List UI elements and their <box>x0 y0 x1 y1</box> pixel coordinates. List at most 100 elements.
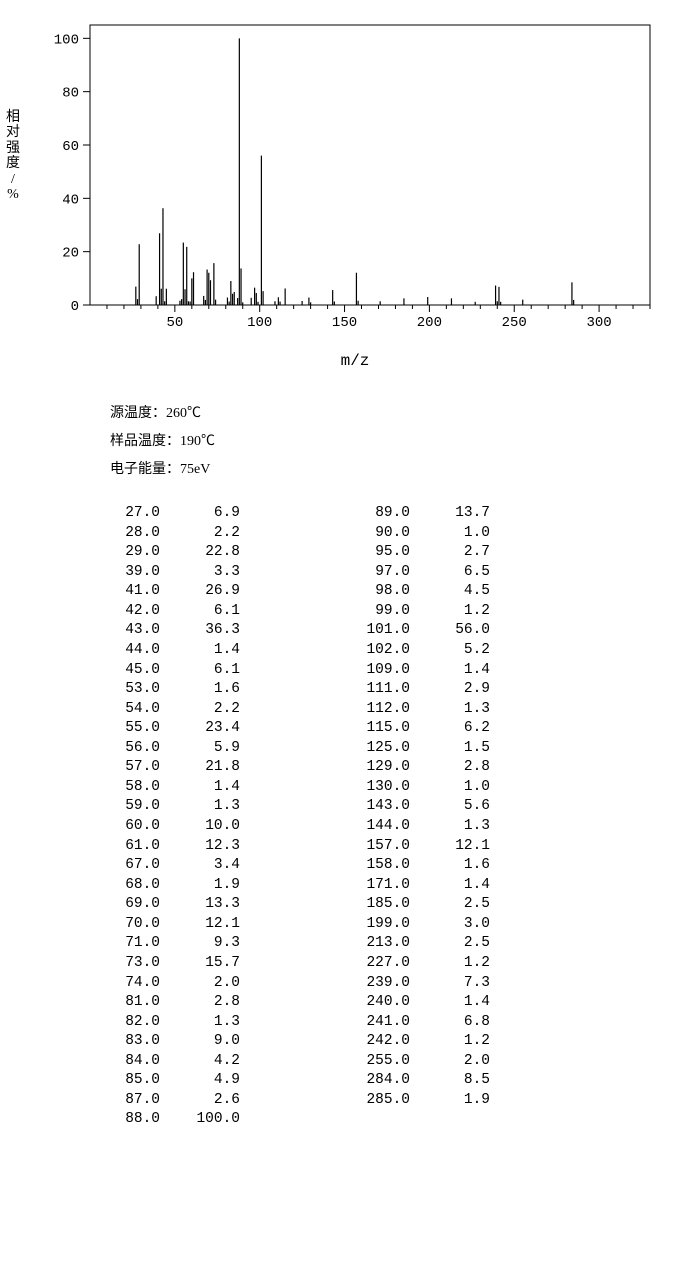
intensity-cell: 1.4 <box>160 641 240 661</box>
intensity-cell: 2.5 <box>410 934 490 954</box>
table-row: 171.01.4 <box>330 876 490 896</box>
mz-cell: 43.0 <box>80 621 160 641</box>
table-row: 28.02.2 <box>80 524 240 544</box>
mz-cell: 115.0 <box>330 719 410 739</box>
svg-text:80: 80 <box>62 86 79 102</box>
table-row: 255.02.0 <box>330 1052 490 1072</box>
intensity-cell: 2.7 <box>410 543 490 563</box>
table-row: 87.02.6 <box>80 1091 240 1111</box>
metadata-block: 源温度：260℃ 样品温度：190℃ 电子能量：75eV <box>110 400 696 484</box>
mz-cell: 82.0 <box>80 1013 160 1033</box>
mz-cell: 112.0 <box>330 700 410 720</box>
intensity-cell: 1.6 <box>410 856 490 876</box>
mz-cell: 171.0 <box>330 876 410 896</box>
mz-cell: 29.0 <box>80 543 160 563</box>
mz-cell: 284.0 <box>330 1071 410 1091</box>
table-row: 95.02.7 <box>330 543 490 563</box>
intensity-cell: 6.8 <box>410 1013 490 1033</box>
intensity-cell: 12.1 <box>160 915 240 935</box>
table-row: 85.04.9 <box>80 1071 240 1091</box>
table-row: 57.021.8 <box>80 758 240 778</box>
mz-cell: 41.0 <box>80 582 160 602</box>
table-row: 90.01.0 <box>330 524 490 544</box>
mz-cell: 45.0 <box>80 661 160 681</box>
y-axis-label-char: 强 <box>5 141 21 156</box>
mz-cell: 213.0 <box>330 934 410 954</box>
mz-cell: 95.0 <box>330 543 410 563</box>
y-axis-label-char: % <box>5 187 21 202</box>
intensity-cell: 13.3 <box>160 895 240 915</box>
mz-cell: 69.0 <box>80 895 160 915</box>
table-row: 61.012.3 <box>80 837 240 857</box>
mz-cell: 89.0 <box>330 504 410 524</box>
peak-table-col-right: 89.013.790.01.095.02.797.06.598.04.599.0… <box>330 504 490 1130</box>
mz-cell: 185.0 <box>330 895 410 915</box>
intensity-cell: 1.3 <box>410 700 490 720</box>
mz-cell: 70.0 <box>80 915 160 935</box>
table-row: 239.07.3 <box>330 974 490 994</box>
mz-cell: 84.0 <box>80 1052 160 1072</box>
table-row: 129.02.8 <box>330 758 490 778</box>
svg-text:250: 250 <box>502 315 527 331</box>
mz-cell: 101.0 <box>330 621 410 641</box>
intensity-cell: 3.4 <box>160 856 240 876</box>
table-row: 41.026.9 <box>80 582 240 602</box>
peak-table-col-left: 27.06.928.02.229.022.839.03.341.026.942.… <box>80 504 240 1130</box>
svg-text:100: 100 <box>247 315 272 331</box>
table-row: 102.05.2 <box>330 641 490 661</box>
intensity-cell: 5.9 <box>160 739 240 759</box>
svg-text:150: 150 <box>332 315 357 331</box>
mz-cell: 99.0 <box>330 602 410 622</box>
intensity-cell: 3.3 <box>160 563 240 583</box>
intensity-cell: 1.4 <box>410 876 490 896</box>
mz-cell: 42.0 <box>80 602 160 622</box>
intensity-cell: 1.4 <box>410 661 490 681</box>
sample-temp: 样品温度：190℃ <box>110 428 696 456</box>
mz-cell: 54.0 <box>80 700 160 720</box>
mz-cell: 98.0 <box>330 582 410 602</box>
intensity-cell: 1.2 <box>410 954 490 974</box>
table-row: 157.012.1 <box>330 837 490 857</box>
intensity-cell: 1.9 <box>410 1091 490 1111</box>
intensity-cell: 36.3 <box>160 621 240 641</box>
table-row: 213.02.5 <box>330 934 490 954</box>
table-row: 109.01.4 <box>330 661 490 681</box>
mz-cell: 58.0 <box>80 778 160 798</box>
mz-cell: 68.0 <box>80 876 160 896</box>
mz-cell: 74.0 <box>80 974 160 994</box>
intensity-cell: 100.0 <box>160 1110 240 1130</box>
table-row: 44.01.4 <box>80 641 240 661</box>
table-row: 242.01.2 <box>330 1032 490 1052</box>
intensity-cell: 6.1 <box>160 602 240 622</box>
table-row: 55.023.4 <box>80 719 240 739</box>
intensity-cell: 56.0 <box>410 621 490 641</box>
table-row: 125.01.5 <box>330 739 490 759</box>
mz-cell: 130.0 <box>330 778 410 798</box>
table-row: 67.03.4 <box>80 856 240 876</box>
mz-cell: 59.0 <box>80 797 160 817</box>
table-row: 82.01.3 <box>80 1013 240 1033</box>
mz-cell: 71.0 <box>80 934 160 954</box>
intensity-cell: 5.2 <box>410 641 490 661</box>
mz-cell: 53.0 <box>80 680 160 700</box>
intensity-cell: 2.8 <box>160 993 240 1013</box>
mz-cell: 44.0 <box>80 641 160 661</box>
mz-cell: 239.0 <box>330 974 410 994</box>
intensity-cell: 6.5 <box>410 563 490 583</box>
mz-cell: 28.0 <box>80 524 160 544</box>
table-row: 45.06.1 <box>80 661 240 681</box>
intensity-cell: 2.5 <box>410 895 490 915</box>
mz-cell: 73.0 <box>80 954 160 974</box>
intensity-cell: 26.9 <box>160 582 240 602</box>
table-row: 97.06.5 <box>330 563 490 583</box>
intensity-cell: 6.9 <box>160 504 240 524</box>
intensity-cell: 2.2 <box>160 524 240 544</box>
mz-cell: 240.0 <box>330 993 410 1013</box>
mz-cell: 55.0 <box>80 719 160 739</box>
mz-cell: 199.0 <box>330 915 410 935</box>
table-row: 70.012.1 <box>80 915 240 935</box>
intensity-cell: 5.6 <box>410 797 490 817</box>
table-row: 101.056.0 <box>330 621 490 641</box>
y-axis-label-char: 相 <box>5 110 21 125</box>
table-row: 59.01.3 <box>80 797 240 817</box>
